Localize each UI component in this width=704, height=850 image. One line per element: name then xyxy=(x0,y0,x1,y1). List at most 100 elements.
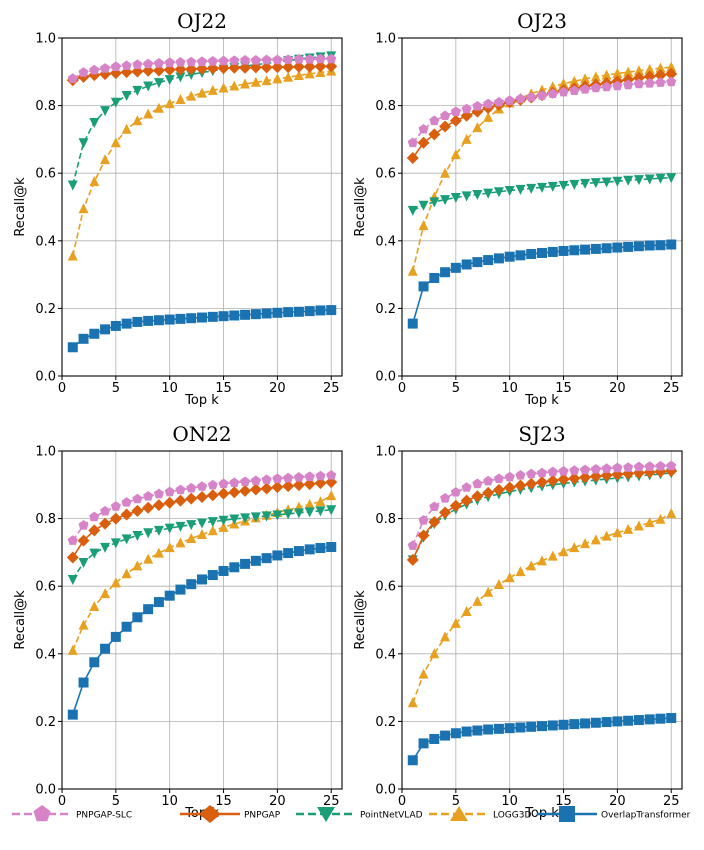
data-point xyxy=(121,60,132,70)
data-point xyxy=(536,476,548,489)
legend-label: PNPGAP xyxy=(244,811,281,821)
data-point xyxy=(143,604,154,615)
data-point xyxy=(250,55,261,65)
data-point xyxy=(590,178,601,189)
data-point xyxy=(250,475,261,486)
series-line xyxy=(72,546,332,715)
data-point xyxy=(503,481,516,494)
data-point xyxy=(666,239,677,250)
data-point xyxy=(240,78,251,89)
data-point xyxy=(461,482,472,492)
data-point xyxy=(623,715,634,726)
data-point xyxy=(418,123,429,134)
data-point xyxy=(250,76,261,87)
data-point xyxy=(525,477,538,490)
data-point xyxy=(153,78,164,89)
data-point xyxy=(612,80,623,91)
data-point xyxy=(493,579,504,590)
data-point xyxy=(526,183,537,194)
data-point xyxy=(229,477,240,488)
series-pointnetvlad xyxy=(67,505,337,585)
data-point xyxy=(175,521,186,532)
y-tick-label: 0.0 xyxy=(35,783,56,798)
data-point xyxy=(197,518,207,529)
data-point xyxy=(143,528,154,539)
data-point xyxy=(483,188,494,199)
x-tick-label: 15 xyxy=(215,381,232,396)
x-tick-label: 25 xyxy=(323,794,340,809)
data-point xyxy=(174,494,187,507)
series-pnpgap xyxy=(406,464,678,566)
data-point xyxy=(67,250,78,261)
data-point xyxy=(633,65,644,76)
data-point xyxy=(536,90,548,100)
data-point xyxy=(132,115,143,126)
data-point xyxy=(483,586,494,597)
data-point xyxy=(121,123,132,134)
data-point xyxy=(440,167,451,178)
chart-title: ON22 xyxy=(172,422,231,446)
chart-title: OJ23 xyxy=(517,9,567,33)
data-point xyxy=(418,281,429,292)
data-point xyxy=(655,513,666,524)
data-point xyxy=(186,56,197,67)
data-point xyxy=(315,53,326,64)
data-point xyxy=(110,631,121,642)
data-point xyxy=(536,467,548,478)
data-point xyxy=(218,521,229,532)
data-point xyxy=(282,61,295,74)
data-point xyxy=(143,490,154,501)
data-point xyxy=(568,472,581,485)
data-point xyxy=(186,579,197,590)
x-axis-label: Top k xyxy=(524,393,559,408)
data-point xyxy=(164,542,175,553)
data-point xyxy=(175,484,186,495)
y-tick-label: 0.4 xyxy=(375,647,396,662)
data-point xyxy=(186,533,197,544)
data-point xyxy=(569,719,580,730)
data-point xyxy=(461,191,472,202)
y-tick-label: 0.8 xyxy=(375,99,396,114)
series-line xyxy=(412,512,672,704)
data-point xyxy=(261,75,272,86)
data-point xyxy=(418,738,429,749)
data-point xyxy=(644,461,655,471)
data-point xyxy=(407,697,418,708)
data-point xyxy=(515,722,526,733)
data-point xyxy=(88,524,101,537)
legend-marker xyxy=(559,806,575,822)
data-point xyxy=(283,54,294,64)
data-point xyxy=(153,597,164,608)
data-point xyxy=(590,717,601,728)
data-point xyxy=(121,621,132,632)
data-point xyxy=(164,98,175,109)
data-point xyxy=(293,508,304,519)
data-point xyxy=(537,555,547,566)
data-point xyxy=(644,517,655,528)
data-point xyxy=(633,241,644,252)
y-tick-label: 0.4 xyxy=(35,234,56,249)
data-point xyxy=(429,501,440,512)
y-tick-label: 0.2 xyxy=(375,302,396,317)
data-point xyxy=(207,311,218,322)
data-point xyxy=(283,548,294,559)
data-point xyxy=(601,243,612,254)
data-point xyxy=(460,494,473,507)
series-logg3d xyxy=(67,65,337,261)
data-point xyxy=(292,479,305,492)
data-point xyxy=(450,486,461,497)
data-point xyxy=(175,72,186,83)
legend-item: PNPGAP-SLC xyxy=(12,805,132,822)
x-tick-label: 5 xyxy=(112,794,120,809)
legend-marker xyxy=(450,806,468,821)
data-point xyxy=(601,69,612,80)
y-tick-label: 0.0 xyxy=(375,370,396,385)
legend-label: LOGG3D xyxy=(493,811,531,821)
data-point xyxy=(450,617,461,628)
data-point xyxy=(143,81,154,92)
data-point xyxy=(406,151,419,164)
data-point xyxy=(283,472,294,483)
data-point xyxy=(250,555,261,566)
data-point xyxy=(406,553,419,566)
data-point xyxy=(315,543,326,554)
